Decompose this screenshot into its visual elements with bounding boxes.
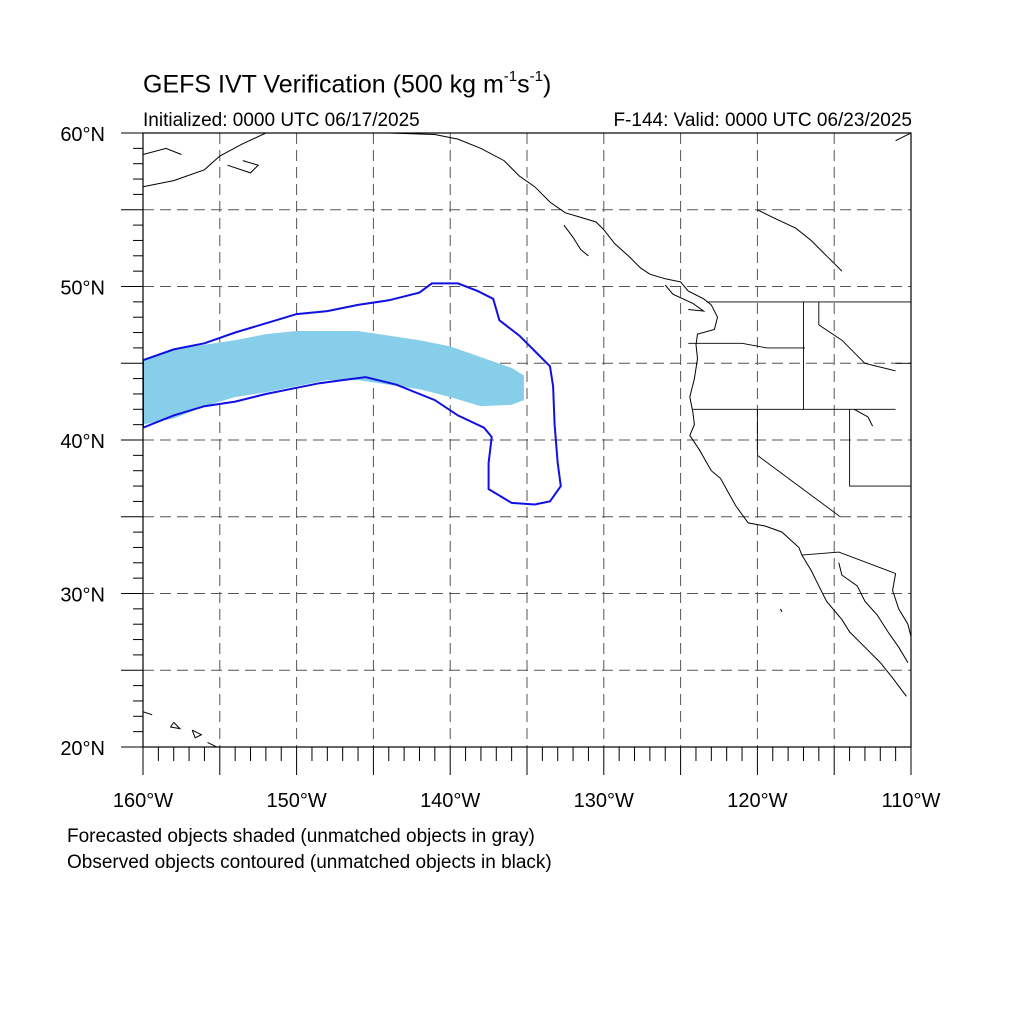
caption-forecast: Forecasted objects shaded (unmatched obj… xyxy=(67,826,535,847)
coastline-segment xyxy=(207,741,218,747)
coastline-segment xyxy=(143,133,267,188)
state-boundary xyxy=(849,409,911,487)
title-exponent-2: -1 xyxy=(529,68,543,85)
coastline-segment xyxy=(563,224,589,257)
lat-label: 40°N xyxy=(60,431,105,453)
lat-label: 50°N xyxy=(60,278,105,300)
title-text-suffix: ) xyxy=(542,70,552,99)
valid-time-label: F-144: Valid: 0000 UTC 06/23/2025 xyxy=(613,110,912,131)
coastline-segment xyxy=(892,573,911,637)
coastline-segment xyxy=(757,209,843,272)
coastline-segment xyxy=(143,147,182,155)
lon-label: 110°W xyxy=(882,790,941,812)
coastline-segment xyxy=(388,133,907,697)
forecast-object-shade xyxy=(143,331,524,425)
coastline-segment xyxy=(143,711,153,716)
axis-ticks xyxy=(121,132,912,775)
title-text-prefix: GEFS IVT Verification (500 kg m xyxy=(143,70,504,99)
state-boundaries xyxy=(688,301,911,574)
state-boundary xyxy=(688,342,805,349)
coastlines xyxy=(143,133,911,747)
grid-lines xyxy=(143,133,911,747)
coastline-segment xyxy=(779,608,783,613)
title-text-mid: s xyxy=(517,70,530,99)
state-boundary xyxy=(801,551,896,574)
title-exponent-1: -1 xyxy=(503,68,518,85)
caption-observed: Observed objects contoured (unmatched ob… xyxy=(67,852,552,873)
coastline-segment xyxy=(853,408,874,427)
lon-label: 160°W xyxy=(113,790,173,812)
axis-labels: 160°W 150°W 140°W 130°W 120°W 110°W 60°N 50°N 40… xyxy=(60,124,940,812)
coastline-segment xyxy=(838,562,909,663)
map-title: GEFS IVT Verification (500 kg m-1s-1) xyxy=(143,68,552,99)
coastline-segment xyxy=(169,722,182,730)
lon-label: 130°W xyxy=(574,790,634,812)
coastline-segment xyxy=(895,133,911,142)
initialized-label: Initialized: 0000 UTC 06/17/2025 xyxy=(143,110,420,131)
forecast-objects xyxy=(143,331,524,425)
lat-label: 30°N xyxy=(60,585,105,607)
state-boundary xyxy=(818,301,896,372)
coastline-segment xyxy=(227,160,260,174)
observed-objects xyxy=(143,282,562,506)
lon-label: 150°W xyxy=(266,790,326,812)
state-boundary xyxy=(756,409,841,518)
lon-label: 120°W xyxy=(727,790,787,812)
coastline-segment xyxy=(664,284,706,312)
lat-label: 20°N xyxy=(60,738,105,760)
coastline-segment xyxy=(191,729,203,739)
lat-label: 60°N xyxy=(60,124,105,146)
lon-label: 140°W xyxy=(420,790,480,812)
observed-object-contour xyxy=(143,282,562,506)
